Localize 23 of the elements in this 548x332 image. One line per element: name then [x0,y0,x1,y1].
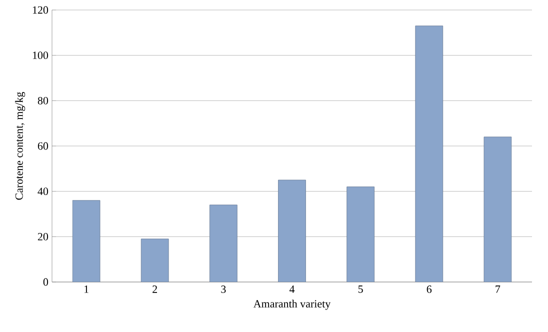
x-tick-label: 4 [289,286,295,293]
x-axis-title: Amaranth variety [253,300,331,310]
y-tick-label: 40 [38,188,48,196]
bar [72,200,100,282]
bar [140,238,169,282]
y-tick-label: 80 [38,96,48,104]
y-tick-label: 0 [43,278,48,286]
x-tick-label: 5 [358,286,363,293]
x-tick-label: 7 [496,286,500,293]
y-tick-label: 60 [38,142,48,150]
bar [346,186,374,282]
bar [278,180,306,282]
bar [210,204,238,282]
x-tick-label: 3 [221,286,226,293]
x-tick-label: 6 [426,286,432,293]
y-tick-label: 20 [38,232,48,240]
y-tick-label: 120 [32,6,48,14]
bar [484,136,512,282]
y-axis-title: Carotene content, mg/kg [15,92,26,200]
bar [415,26,444,282]
x-tick-label: 2 [152,286,157,293]
y-tick-label: 100 [32,52,48,60]
x-tick-label: 1 [84,286,88,293]
